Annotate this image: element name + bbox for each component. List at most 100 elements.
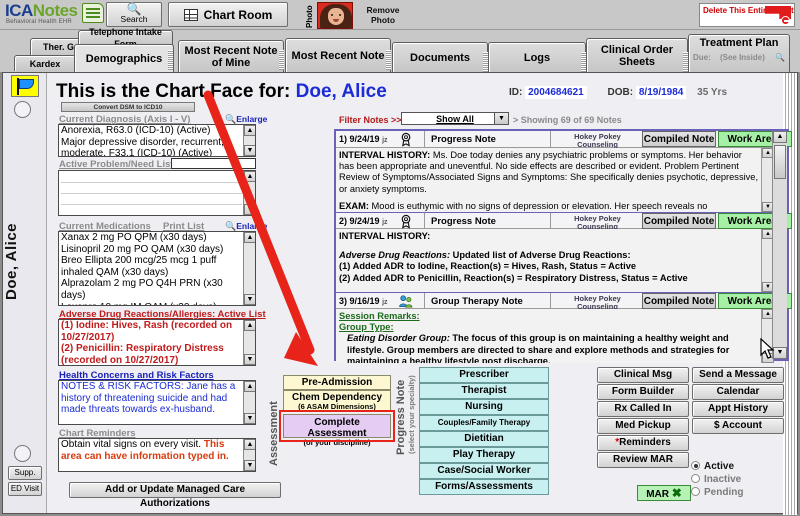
complete-assessment-button[interactable]: Complete Assessment (of your discipline) xyxy=(283,414,391,447)
list-item[interactable]: Xanax 2 mg PO QPM (x30 days) xyxy=(61,232,207,243)
medications-scrollbar[interactable]: ▲ ▼ xyxy=(243,232,255,305)
rail-circle-bottom[interactable] xyxy=(14,445,31,462)
health-concerns-label: Health Concerns and Risk Factors xyxy=(59,370,214,381)
tab-demographics[interactable]: Demographics xyxy=(74,44,174,72)
list-item[interactable] xyxy=(61,205,242,215)
note-initials: jz xyxy=(382,137,388,144)
progress-note-dietitian-button[interactable]: Dietitian xyxy=(419,431,549,447)
reminders-button[interactable]: **RemindersReminders xyxy=(597,435,689,451)
problem-scrollbar[interactable]: ▲ ▼ xyxy=(243,171,255,215)
note-body[interactable]: INTERVAL HISTORY: Adverse Drug Reactions… xyxy=(336,229,773,292)
progress-note-nursing-button[interactable]: Nursing xyxy=(419,399,549,415)
tab-most-recent-note-of-mine[interactable]: Most Recent Note of Mine xyxy=(178,40,284,72)
reminders-scrollbar[interactable]: ▲ ▼ xyxy=(243,439,255,471)
compiled-note-button[interactable]: Compiled Note xyxy=(642,131,716,147)
list-item[interactable]: Alprazolam 2 mg PO Q4H PRN (x30 days) xyxy=(61,278,223,301)
progress-note-play-therapy-button[interactable]: Play Therapy xyxy=(419,447,549,463)
note-header[interactable]: 1) 9/24/19 jz Progress Note Hokey Pokey … xyxy=(336,131,792,149)
health-concerns-text[interactable]: NOTES & RISK FACTORS: Jane has a history… xyxy=(61,381,236,416)
chart-reminders-box[interactable]: Obtain vital signs on every visit. This … xyxy=(58,438,256,472)
delete-entire-chart-button[interactable]: Delete This Entire Chart xyxy=(699,3,795,27)
problem-listbox[interactable]: ▲ ▼ xyxy=(58,170,256,216)
search-button[interactable]: 🔍 Search xyxy=(106,2,162,27)
tab-logs[interactable]: Logs xyxy=(488,42,586,72)
list-item[interactable]: Lexapro 10 mg IM QAM (x30 days) xyxy=(61,302,242,305)
adr-scrollbar[interactable]: ▲ ▼ xyxy=(243,320,255,365)
list-item[interactable] xyxy=(61,194,242,205)
form-builder-button[interactable]: Form Builder xyxy=(597,384,689,400)
compiled-note-button[interactable]: Compiled Note xyxy=(642,213,716,229)
list-item[interactable]: Anorexia, R63.0 (ICD-10) (Active) xyxy=(61,125,211,136)
tab-kardex[interactable]: Kardex xyxy=(14,55,76,71)
list-item[interactable]: Breo Ellipta 200 mcg/25 mcg 1 puff inhal… xyxy=(61,255,217,278)
account-button[interactable]: $ Account xyxy=(692,418,784,434)
radio-active[interactable]: Active xyxy=(691,461,743,472)
note-row[interactable]: 1) 9/24/19 jz Progress Note Hokey Pokey … xyxy=(336,131,792,212)
note-header[interactable]: 2) 9/24/19 jz Progress Note Hokey Pokey … xyxy=(336,212,792,231)
chevron-down-icon[interactable]: ▼ xyxy=(494,113,508,124)
convert-dsm-to-icd10-button[interactable]: Convert DSM to ICD10 xyxy=(61,102,195,112)
send-a-message-button[interactable]: Send a Message xyxy=(692,367,784,383)
patient-avatar[interactable] xyxy=(317,2,353,29)
tab-telephone-intake-form[interactable]: Telephone Intake Form xyxy=(78,27,173,49)
rx-called-in-button[interactable]: Rx Called In xyxy=(597,401,689,417)
supp-button[interactable]: Supp. xyxy=(8,466,42,480)
chem-dependency-button[interactable]: Chem Dependency (6 ASAM Dimensions) xyxy=(283,390,391,412)
document-icon xyxy=(82,3,104,23)
status-radio-group[interactable]: Active Inactive Pending xyxy=(691,461,743,500)
note-body[interactable]: INTERVAL HISTORY: Ms. Doe today denies a… xyxy=(336,148,773,212)
progress-note-therapist-button[interactable]: Therapist xyxy=(419,383,549,399)
tab-most-recent-note[interactable]: Most Recent Note xyxy=(285,38,391,72)
remove-photo-button[interactable]: Remove Photo xyxy=(366,5,400,25)
progress-note-forms-assessments-button[interactable]: Forms/Assessments xyxy=(419,479,549,495)
notes-list-scrollbar[interactable]: ▲ ▼ xyxy=(772,131,787,359)
health-concerns-box[interactable]: NOTES & RISK FACTORS: Jane has a history… xyxy=(58,380,256,425)
diagnosis-scrollbar[interactable]: ▲ ▼ xyxy=(243,125,255,156)
appt-history-button[interactable]: Appt History xyxy=(692,401,784,417)
flag-icon[interactable] xyxy=(11,75,39,97)
list-item[interactable] xyxy=(61,183,242,194)
progress-note-couples-family-therapy-button[interactable]: Couples/Family Therapy xyxy=(419,415,549,431)
tab-clinical-order-sheets[interactable]: Clinical Order Sheets xyxy=(586,38,688,72)
progress-note-case-social-worker-button[interactable]: Case/Social Worker xyxy=(419,463,549,479)
print-list-link[interactable]: Print List xyxy=(163,221,205,232)
problem-list xyxy=(61,172,242,215)
calendar-button[interactable]: Calendar xyxy=(692,384,784,400)
radio-pending[interactable]: Pending xyxy=(691,487,743,498)
rail-circle-top[interactable] xyxy=(14,101,31,118)
managed-care-button[interactable]: Add or Update Managed Care Authorization… xyxy=(69,482,281,509)
note-header[interactable]: 3) 9/16/19 jz Group Therapy Note Hokey xyxy=(336,292,792,311)
chart-room-button[interactable]: Chart Room xyxy=(168,2,288,27)
pre-admission-button[interactable]: Pre-Admission xyxy=(283,375,391,390)
diagnosis-listbox[interactable]: Anorexia, R63.0 (ICD-10) (Active) Major … xyxy=(58,124,256,157)
mar-button[interactable]: MAR ✖ xyxy=(637,485,691,501)
note-row[interactable]: 3) 9/16/19 jz Group Therapy Note Hokey xyxy=(336,292,792,363)
id-label: ID: xyxy=(509,87,523,98)
ed-visit-button[interactable]: ED Visit xyxy=(8,482,42,496)
list-item[interactable]: Lisinopril 20 mg PO QAM (x30 days) xyxy=(61,243,224,255)
progress-note-prescriber-button[interactable]: Prescriber xyxy=(419,367,549,383)
health-scrollbar[interactable]: ▲ ▼ xyxy=(243,381,255,424)
list-item[interactable]: (1) Iodine: Hives, Rash (recorded on 10/… xyxy=(61,320,233,343)
radio-inactive[interactable]: Inactive xyxy=(691,474,743,485)
note-row[interactable]: 2) 9/24/19 jz Progress Note Hokey Pokey … xyxy=(336,212,792,292)
list-item[interactable]: Major depressive disorder, recurrent, mo… xyxy=(61,136,224,157)
note-body-scrollbar[interactable]: ▲ ▼ xyxy=(761,148,774,212)
treatment-plan-search-icon[interactable]: 🔍 xyxy=(775,53,786,62)
med-pickup-button[interactable]: Med Pickup xyxy=(597,418,689,434)
list-item[interactable]: (2) Penicillin: Respiratory Distress (re… xyxy=(61,343,224,366)
list-item[interactable] xyxy=(61,172,242,183)
adr-listbox[interactable]: (1) Iodine: Hives, Rash (recorded on 10/… xyxy=(58,319,256,366)
review-mar-button[interactable]: Review MAR xyxy=(597,452,689,468)
compiled-note-button[interactable]: Compiled Note xyxy=(642,293,716,309)
patient-age: 35 Yrs xyxy=(697,87,727,98)
tab-documents[interactable]: Documents xyxy=(392,42,488,72)
active-problem-input[interactable] xyxy=(171,158,256,169)
note-body[interactable]: Session Remarks: Group Type: Eating Diso… xyxy=(336,309,773,363)
medications-listbox[interactable]: Xanax 2 mg PO QPM (x30 days) Lisinopril … xyxy=(58,231,256,306)
filter-notes-select[interactable]: Show All ▼ xyxy=(401,112,509,125)
tab-treatment-plan[interactable]: Treatment Plan Due: (See Inside) 🔍 xyxy=(688,34,790,72)
chart-reminders-text[interactable]: Obtain vital signs on every visit. This … xyxy=(61,439,242,462)
clinical-msg-button[interactable]: Clinical Msg xyxy=(597,367,689,383)
group-text: The focus of this group is on maintainin… xyxy=(347,333,730,363)
